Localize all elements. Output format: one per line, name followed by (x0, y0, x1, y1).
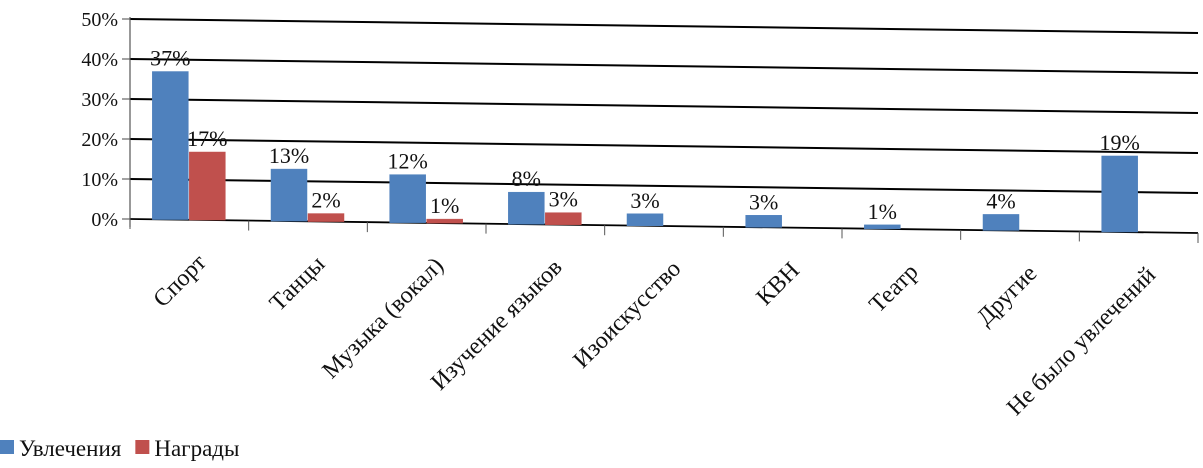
bar-awards (545, 212, 582, 225)
data-label: 3% (630, 188, 659, 213)
data-label: 8% (512, 166, 541, 191)
bar-hobbies (270, 168, 308, 222)
legend-swatch-hobbies (0, 440, 14, 454)
bar-awards (307, 213, 345, 222)
bar-awards (189, 151, 226, 221)
data-label: 1% (868, 199, 897, 224)
gridline (129, 178, 1199, 194)
y-tick-label: 20% (81, 129, 118, 151)
gridline (129, 98, 1199, 114)
bars (152, 71, 1138, 233)
bar-hobbies (508, 191, 545, 225)
gridlines (129, 18, 1199, 234)
bar-hobbies (745, 215, 782, 228)
category-label: КВН (752, 257, 805, 310)
y-tick-label: 50% (81, 9, 118, 31)
y-tick-label: 40% (81, 49, 118, 71)
bar-awards (426, 218, 463, 224)
axes: 0% 10% 20% 30% 40% 50% (81, 9, 1199, 243)
y-tick-label: 10% (81, 169, 118, 191)
bar-hobbies (982, 214, 1020, 231)
bar-hobbies (1101, 155, 1138, 233)
gridline (129, 138, 1199, 154)
bar-hobbies (389, 174, 426, 223)
category-label: Другие (972, 261, 1042, 331)
data-label: 2% (311, 188, 340, 213)
gridline (129, 58, 1199, 74)
category-label: Спорт (149, 249, 212, 312)
data-label: 17% (187, 126, 227, 151)
gridline (129, 18, 1199, 34)
data-label: 1% (430, 193, 459, 218)
data-label: 12% (388, 149, 428, 174)
category-label: Танцы (265, 251, 330, 316)
category-label: Изучение языков (426, 254, 567, 395)
legend-label-awards: Награды (154, 436, 239, 461)
legend-label-hobbies: Увлечения (19, 436, 122, 461)
category-label: Театр (865, 259, 924, 318)
y-tick-label: 30% (81, 89, 118, 111)
legend: Увлечения Награды (0, 436, 239, 461)
data-label: 37% (150, 46, 190, 71)
legend-swatch-awards (135, 440, 150, 454)
category-label: Изоискусство (569, 256, 687, 374)
data-label: 4% (986, 188, 1015, 213)
data-label: 3% (749, 189, 778, 214)
bar-hobbies (864, 224, 901, 230)
data-label: 3% (549, 187, 578, 212)
bar-hobbies (152, 71, 189, 220)
data-label: 19% (1100, 130, 1140, 155)
y-tick-label: 0% (91, 209, 118, 231)
bar-hobbies (626, 213, 664, 227)
data-label: 13% (269, 143, 309, 168)
category-label: Музыка (вокал) (318, 253, 449, 384)
data-labels: 37%17%13%2%12%1%8%3% 3% 3% 1% 4%19% (150, 46, 1140, 224)
